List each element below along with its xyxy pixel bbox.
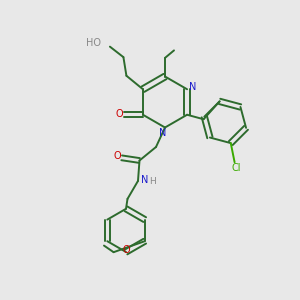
Text: N: N — [189, 82, 196, 92]
Text: H: H — [149, 177, 155, 186]
Text: O: O — [122, 245, 130, 255]
Text: O: O — [115, 109, 123, 119]
Text: N: N — [159, 128, 167, 138]
Text: HO: HO — [86, 38, 101, 48]
Text: O: O — [113, 151, 121, 161]
Text: N: N — [141, 175, 148, 185]
Text: Cl: Cl — [231, 163, 241, 172]
